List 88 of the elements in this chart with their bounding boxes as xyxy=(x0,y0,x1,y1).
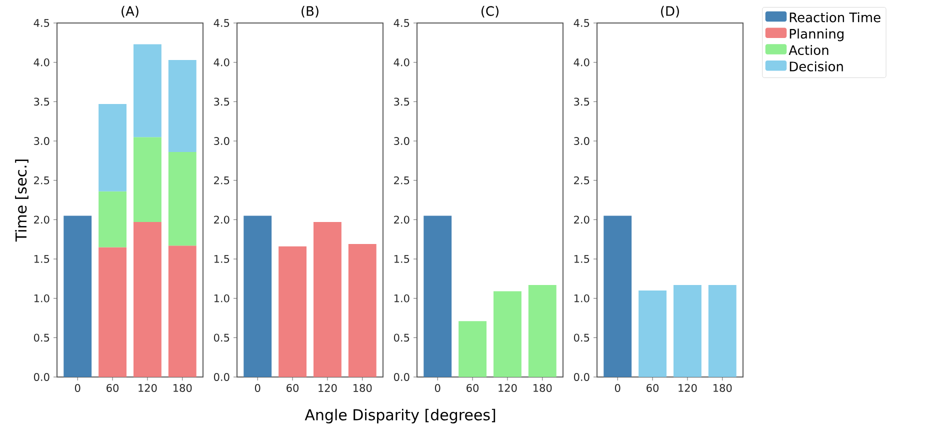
bar xyxy=(64,216,92,377)
y-tick-label: 1.0 xyxy=(394,294,410,302)
bar xyxy=(133,44,162,138)
x-tick-label: 60 xyxy=(466,384,479,392)
y-tick-label: 1.5 xyxy=(34,255,50,263)
y-tick-label: 3.0 xyxy=(34,137,50,145)
y-tick-label: 3.5 xyxy=(394,98,410,106)
bar xyxy=(168,246,196,377)
y-tick-label: 3.5 xyxy=(214,98,230,106)
legend-label: Planning xyxy=(790,28,844,42)
y-tick-label: 2.5 xyxy=(34,176,50,184)
y-tick-label: 4.5 xyxy=(34,19,50,27)
y-tick-label: 4.0 xyxy=(574,58,590,66)
y-tick-label: 3.0 xyxy=(214,137,230,145)
y-tick-label: 0.5 xyxy=(34,334,50,342)
y-tick-label: 4.5 xyxy=(214,19,230,27)
y-tick-label: 3.5 xyxy=(574,98,590,106)
y-tick-label: 1.0 xyxy=(574,294,590,302)
bar xyxy=(168,152,196,246)
bar xyxy=(244,216,272,377)
y-tick-label: 1.5 xyxy=(214,255,230,263)
y-tick-label: 2.5 xyxy=(574,176,590,184)
x-tick-label: 180 xyxy=(714,384,732,392)
chart-title: (D) xyxy=(661,6,679,18)
x-tick-label: 0 xyxy=(614,384,620,392)
y-tick-label: 2.5 xyxy=(214,176,230,184)
chart-title: (A) xyxy=(122,6,138,18)
x-tick-label: 0 xyxy=(74,384,80,392)
bar xyxy=(98,104,127,192)
y-tick-label: 4.0 xyxy=(394,58,410,66)
bar xyxy=(638,290,667,377)
y-tick-label: 2.0 xyxy=(394,216,410,224)
y-tick-label: 0.5 xyxy=(394,334,410,342)
y-tick-label: 2.0 xyxy=(34,216,50,224)
legend-label: Reaction Time xyxy=(790,12,880,22)
y-tick-label: 3.0 xyxy=(574,137,590,145)
bar xyxy=(604,216,632,377)
bar xyxy=(528,284,556,377)
x-tick-label: 180 xyxy=(174,384,192,392)
y-tick-label: 2.5 xyxy=(394,176,410,184)
y-tick-label: 3.0 xyxy=(394,137,410,145)
y-tick-label: 0.0 xyxy=(214,373,230,381)
x-tick-label: 60 xyxy=(646,384,659,392)
x-tick-label: 60 xyxy=(106,384,119,392)
x-tick-label: 120 xyxy=(318,384,337,392)
bar xyxy=(133,222,162,377)
bar xyxy=(424,216,452,377)
y-tick-label: 1.0 xyxy=(34,294,50,302)
x-tick-label: 120 xyxy=(498,384,517,392)
y-tick-label: 4.0 xyxy=(214,58,230,66)
bar xyxy=(674,284,702,377)
bar xyxy=(133,137,162,222)
bar xyxy=(313,222,342,377)
bar xyxy=(708,284,736,377)
bar xyxy=(493,291,522,377)
y-tick-label: 4.0 xyxy=(34,58,50,66)
chart-title: (B) xyxy=(302,6,318,18)
y-tick-label: 3.5 xyxy=(34,98,50,106)
y-tick-label: 1.5 xyxy=(574,255,590,263)
bar xyxy=(348,244,376,377)
y-tick-label: 4.5 xyxy=(394,19,410,27)
bar xyxy=(98,247,127,377)
bar xyxy=(458,321,487,377)
y-tick-label: 2.0 xyxy=(214,216,230,224)
x-tick-label: 120 xyxy=(138,384,157,392)
x-axis-title: Angle Disparity [degrees] xyxy=(304,408,496,424)
legend-label: Decision xyxy=(790,61,843,72)
y-tick-label: 0.5 xyxy=(574,334,590,342)
y-tick-label: 0.0 xyxy=(394,373,410,381)
chart-title: (C) xyxy=(482,6,498,18)
x-tick-label: 180 xyxy=(534,384,552,392)
x-tick-label: 180 xyxy=(354,384,372,392)
y-tick-label: 2.0 xyxy=(574,216,590,224)
y-tick-label: 0.0 xyxy=(574,373,590,381)
legend-label: Action xyxy=(788,44,828,56)
y-tick-label: 1.5 xyxy=(394,255,410,263)
x-tick-label: 120 xyxy=(678,384,697,392)
y-tick-label: 1.0 xyxy=(214,294,230,302)
y-tick-label: 4.5 xyxy=(574,19,590,27)
y-axis-title: Time [sec.] xyxy=(15,160,28,242)
y-tick-label: 0.0 xyxy=(34,373,50,381)
x-tick-label: 0 xyxy=(434,384,440,392)
y-tick-label: 0.5 xyxy=(214,334,230,342)
x-tick-label: 60 xyxy=(286,384,299,392)
bar xyxy=(168,60,196,152)
bar xyxy=(98,191,127,248)
bar xyxy=(278,246,307,377)
x-tick-label: 0 xyxy=(254,384,260,392)
